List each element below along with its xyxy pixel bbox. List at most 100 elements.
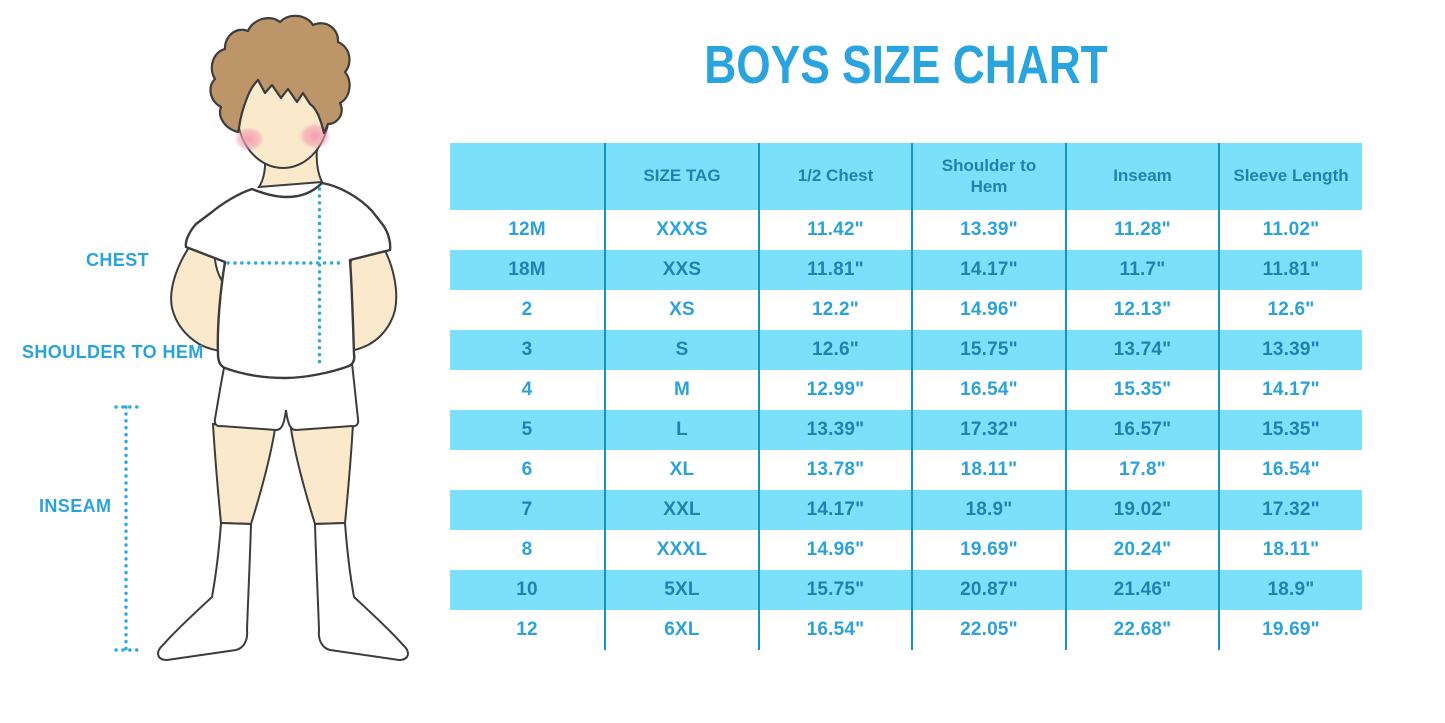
inseam-label: INSEAM [39, 496, 112, 516]
header-row: SIZE TAG 1/2 Chest Shoulder to Hem Insea… [450, 143, 1362, 210]
chest-label: CHEST [86, 250, 150, 270]
size-cell: 5 [521, 419, 533, 440]
half-chest-cell: 11.81" [758, 250, 912, 290]
header-sleeve-length: Sleeve Length [1218, 143, 1362, 210]
measurement-figure-panel: CHEST SHOULDER TO HEM INSEAM [0, 0, 450, 723]
shoulder-to-hem-cell: 18.11" [911, 450, 1066, 490]
sleeve-length-cell: 19.69" [1218, 610, 1362, 650]
half-chest-cell: 13.78" [758, 450, 912, 490]
size-cell: 4 [521, 379, 533, 400]
size-tag-cell: XS [604, 290, 759, 330]
half-chest-cell: 11.42" [758, 210, 912, 250]
sleeve-length-cell: 17.32" [1218, 490, 1362, 530]
sleeve-length-cell: 11.81" [1218, 250, 1362, 290]
size-cell: 10 [516, 579, 538, 600]
header-size [450, 143, 605, 210]
sleeve-length-cell: 14.17" [1218, 370, 1362, 410]
sleeve-length-cell: 11.02" [1218, 210, 1362, 250]
inseam-cell: 17.8" [1065, 450, 1219, 490]
shoulder-to-hem-cell: 20.87" [911, 570, 1066, 610]
sleeve-length-cell: 13.39" [1218, 330, 1362, 370]
size-tag-cell: L [604, 410, 759, 450]
size-cell: 12 [516, 619, 538, 640]
hair [209, 14, 351, 135]
boy-illustration [114, 14, 409, 662]
inseam-cell: 11.7" [1065, 250, 1219, 290]
shoulder-to-hem-cell: 16.54" [911, 370, 1066, 410]
size-cell: 7 [521, 499, 533, 520]
size-tag-cell: XXXS [604, 210, 759, 250]
shoulder-to-hem-cell: 17.32" [911, 410, 1066, 450]
left-leg [211, 422, 277, 526]
size-cell: 8 [521, 539, 533, 560]
size-table-body: 12M XXXS 11.42" 13.39" 11.28" 11.02" 18M XXS 11.… [450, 210, 1362, 650]
shoulder-to-hem-cell: 15.75" [911, 330, 1066, 370]
inseam-cell: 11.28" [1065, 210, 1219, 250]
header-inseam: Inseam [1065, 143, 1219, 210]
header-size-tag: SIZE TAG [604, 143, 759, 210]
size-cell: 6 [521, 459, 533, 480]
inseam-cell: 19.02" [1065, 490, 1219, 530]
shoulder-to-hem-cell: 22.05" [911, 610, 1066, 650]
inseam-cell: 22.68" [1065, 610, 1219, 650]
size-cell: 18M [508, 259, 546, 280]
half-chest-cell: 14.96" [758, 530, 912, 570]
table-row: 6 XL 13.78" 18.11" 17.8" 16.54" [450, 450, 1362, 490]
size-table-header: SIZE TAG 1/2 Chest Shoulder to Hem Insea… [450, 143, 1362, 210]
size-cell: 12M [508, 219, 546, 240]
size-tag-cell: M [604, 370, 759, 410]
header-half-chest: 1/2 Chest [758, 143, 912, 210]
inseam-cell: 16.57" [1065, 410, 1219, 450]
table-row: 8 XXXL 14.96" 19.69" 20.24" 18.11" [450, 530, 1362, 570]
right-sock [313, 521, 409, 662]
size-cell: 2 [521, 299, 533, 320]
inseam-cell: 15.35" [1065, 370, 1219, 410]
inseam-cell: 13.74" [1065, 330, 1219, 370]
table-row: 5 L 13.39" 17.32" 16.57" 15.35" [450, 410, 1362, 450]
half-chest-cell: 12.99" [758, 370, 912, 410]
header-shoulder-to-hem-text: Shoulder to Hem [941, 156, 1037, 196]
half-chest-cell: 12.6" [758, 330, 912, 370]
half-chest-cell: 13.39" [758, 410, 912, 450]
size-tag-cell: XXL [604, 490, 759, 530]
sleeve-length-cell: 15.35" [1218, 410, 1362, 450]
sleeve-length-cell: 16.54" [1218, 450, 1362, 490]
shoulder-to-hem-cell: 14.96" [911, 290, 1066, 330]
shoulder-to-hem-cell: 14.17" [911, 250, 1066, 290]
sleeve-length-cell: 12.6" [1218, 290, 1362, 330]
shoulder-to-hem-cell: 19.69" [911, 530, 1066, 570]
header-shoulder-to-hem: Shoulder to Hem [911, 143, 1066, 210]
size-tag-cell: 6XL [604, 610, 759, 650]
inseam-cell: 12.13" [1065, 290, 1219, 330]
size-tag-cell: XXXL [604, 530, 759, 570]
left-sock [157, 521, 253, 662]
half-chest-cell: 15.75" [758, 570, 912, 610]
size-tag-cell: XL [604, 450, 759, 490]
half-chest-cell: 12.2" [758, 290, 912, 330]
size-chart-table: SIZE TAG 1/2 Chest Shoulder to Hem Insea… [450, 143, 1362, 650]
shorts [213, 362, 360, 432]
size-tag-cell: 5XL [604, 570, 759, 610]
shoulder-to-hem-label: SHOULDER TO HEM [22, 342, 204, 362]
t-shirt [184, 181, 392, 380]
page-title: BOYS SIZE CHART [704, 35, 1108, 95]
sleeve-length-cell: 18.11" [1218, 530, 1362, 570]
table-row: 2 XS 12.2" 14.96" 12.13" 12.6" [450, 290, 1362, 330]
half-chest-cell: 14.17" [758, 490, 912, 530]
table-row: 7 XXL 14.17" 18.9" 19.02" 17.32" [450, 490, 1362, 530]
sleeve-length-cell: 18.9" [1218, 570, 1362, 610]
table-row: 12 6XL 16.54" 22.05" 22.68" 19.69" [450, 610, 1362, 650]
right-leg [289, 422, 355, 526]
blush-left [234, 127, 264, 151]
table-row: 4 M 12.99" 16.54" 15.35" 14.17" [450, 370, 1362, 410]
inseam-cell: 20.24" [1065, 530, 1219, 570]
half-chest-cell: 16.54" [758, 610, 912, 650]
inseam-cell: 21.46" [1065, 570, 1219, 610]
size-tag-cell: S [604, 330, 759, 370]
table-row: 10 5XL 15.75" 20.87" 21.46" 18.9" [450, 570, 1362, 610]
size-cell: 3 [521, 339, 533, 360]
table-row: 12M XXXS 11.42" 13.39" 11.28" 11.02" [450, 210, 1362, 250]
table-row: 18M XXS 11.81" 14.17" 11.7" 11.81" [450, 250, 1362, 290]
shoulder-to-hem-cell: 18.9" [911, 490, 1066, 530]
